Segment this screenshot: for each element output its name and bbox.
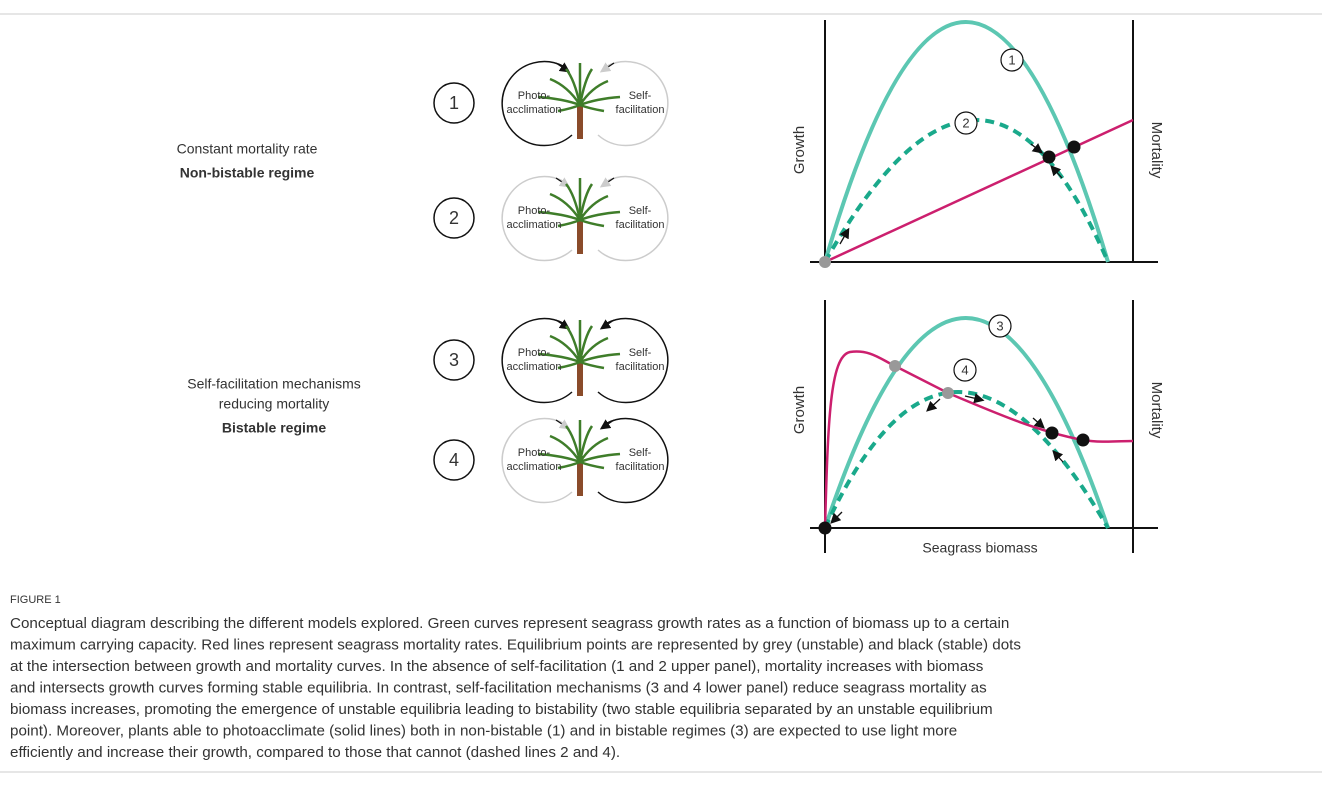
curve-label-circle	[953, 358, 977, 382]
photo-label: acclimation	[506, 361, 561, 373]
plant-leaf	[557, 103, 581, 113]
curve-label-circle	[1000, 48, 1024, 72]
row-number: 3	[449, 350, 459, 370]
row-number-circle	[433, 439, 475, 481]
plant-leaf	[579, 360, 605, 370]
plant-leaf	[537, 95, 581, 107]
caption-label: FIGURE 1	[10, 594, 61, 606]
self-arc	[597, 175, 669, 262]
y2-axis-label: Mortality	[1148, 122, 1165, 179]
curve-label: 3	[996, 318, 1003, 333]
self-label: facilitation	[616, 361, 665, 373]
self-arrow	[599, 419, 615, 430]
row-number-circle	[433, 339, 475, 381]
self-label: facilitation	[616, 461, 665, 473]
plant-leaf	[578, 425, 594, 463]
plant-leaf	[579, 210, 621, 222]
self-arc	[597, 317, 669, 404]
photo-arc	[501, 175, 573, 262]
plant-leaf	[537, 210, 581, 222]
caption-line: at the intersection between growth and m…	[10, 658, 984, 675]
plant-leaf	[557, 460, 581, 470]
group-text: Constant mortality rate	[177, 141, 318, 157]
plant-leaf	[565, 68, 582, 106]
row-number-circle	[433, 82, 475, 124]
plant-leaf	[578, 436, 609, 463]
photo-arc	[501, 317, 573, 404]
plant-leaf	[579, 452, 621, 464]
row-number: 2	[449, 208, 459, 228]
regime-text: Non-bistable regime	[180, 165, 315, 181]
regime-text: Bistable regime	[222, 420, 326, 436]
panel-bottom	[810, 300, 1158, 553]
plant-leaf	[549, 192, 582, 221]
plant-leaf	[579, 218, 605, 228]
photo-label: Photo-	[518, 205, 551, 217]
caption-line: maximum carrying capacity. Red lines rep…	[10, 637, 1021, 654]
caption-line: and intersects growth curves forming sta…	[10, 680, 987, 697]
self-arrow	[599, 62, 615, 73]
plant-leaf	[578, 79, 609, 106]
self-label: facilitation	[616, 104, 665, 116]
panel-top	[810, 20, 1158, 268]
photo-label: Photo-	[518, 347, 551, 359]
y-axis-label: Growth	[791, 386, 808, 434]
photo-label: acclimation	[506, 461, 561, 473]
curve-label: 2	[962, 115, 969, 130]
plant-leaf	[537, 452, 581, 464]
caption-line: point). Moreover, plants able to photoac…	[10, 723, 957, 740]
photo-label: acclimation	[506, 104, 561, 116]
plant-leaf	[537, 352, 581, 364]
plant-leaf	[579, 95, 621, 107]
y-axis-label: Growth	[791, 126, 808, 174]
photo-label: Photo-	[518, 90, 551, 102]
self-label: facilitation	[616, 219, 665, 231]
curve-label-circle	[988, 314, 1012, 338]
curve-label: 4	[961, 362, 968, 377]
self-arc	[597, 60, 669, 147]
plant-leaf	[579, 460, 605, 470]
curve-label-circle	[954, 111, 978, 135]
plant-leaf	[578, 68, 594, 106]
plant-leaf	[565, 183, 582, 221]
plant-leaf	[549, 334, 582, 363]
plant-leaf	[549, 77, 582, 106]
y2-axis-label: Mortality	[1148, 382, 1165, 439]
self-label: Self-	[629, 205, 652, 217]
row-number: 4	[449, 450, 459, 470]
plant-leaf	[565, 425, 582, 463]
self-arc	[597, 417, 669, 504]
photo-label: acclimation	[506, 219, 561, 231]
photo-arc	[501, 60, 573, 147]
self-arrow	[599, 319, 615, 330]
self-arrow	[599, 177, 615, 188]
plant-leaf	[578, 336, 609, 363]
photo-arc	[501, 417, 573, 504]
photo-label: Photo-	[518, 447, 551, 459]
plant-leaf	[578, 183, 594, 221]
caption-line: biomass increases, promoting the emergen…	[10, 701, 993, 718]
group-text: reducing mortality	[219, 396, 330, 412]
self-label: Self-	[629, 447, 652, 459]
plant-leaf	[557, 218, 581, 228]
caption-line: efficiently and increase their growth, c…	[10, 744, 620, 761]
row-number: 1	[449, 93, 459, 113]
plant-leaf	[549, 434, 582, 463]
self-label: Self-	[629, 90, 652, 102]
group-text: Self-facilitation mechanisms	[187, 376, 361, 392]
plant-leaf	[578, 194, 609, 221]
row-number-circle	[433, 197, 475, 239]
plant-leaf	[578, 325, 594, 363]
plant-leaf	[557, 360, 581, 370]
x-axis-label: Seagrass biomass	[922, 540, 1037, 556]
plant-leaf	[565, 325, 582, 363]
self-label: Self-	[629, 347, 652, 359]
caption-line: Conceptual diagram describing the differ…	[10, 615, 1009, 632]
plant-leaf	[579, 103, 605, 113]
curve-label: 1	[1008, 52, 1015, 67]
plant-leaf	[579, 352, 621, 364]
